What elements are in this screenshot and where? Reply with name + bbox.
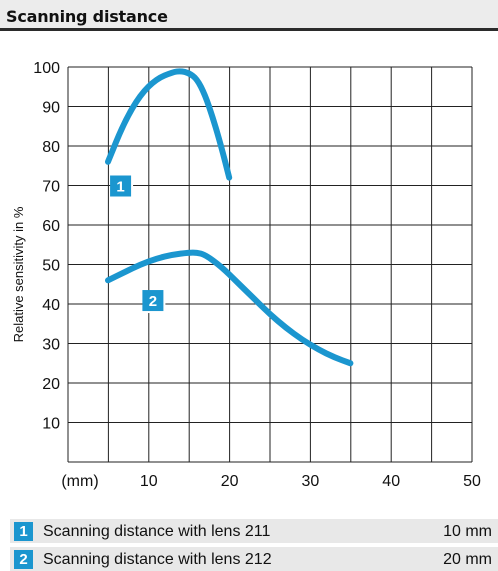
- y-tick-label: 60: [42, 218, 60, 235]
- curve-label-box: [110, 175, 132, 197]
- sensitivity-chart: 10 20 30 40 50 60 70 80 90 100 10 20 30 40 50 (mm) Relat…: [11, 60, 481, 490]
- y-tick-label: 40: [42, 297, 60, 314]
- series-line-1: [105, 68, 233, 181]
- legend-row: 2 Scanning distance with lens 212 20 mm: [10, 547, 498, 571]
- legend-text: Scanning distance with lens 211: [43, 523, 271, 540]
- chart-header: Scanning distance: [0, 0, 498, 31]
- y-axis-label: Relative sensitivity in %: [11, 206, 26, 342]
- x-tick-label: 30: [302, 473, 320, 490]
- curve-label-2: 2: [149, 293, 157, 310]
- y-tick-label: 90: [42, 100, 60, 117]
- x-tick-label: 40: [382, 473, 400, 490]
- legend-value: 10 mm: [443, 523, 492, 540]
- legend-row: 1 Scanning distance with lens 211 10 mm: [10, 519, 498, 543]
- curve-label-1: 1: [116, 179, 124, 196]
- y-tick-label: 30: [42, 337, 60, 354]
- y-tick-label: 50: [42, 258, 60, 275]
- x-tick-label: 10: [140, 473, 158, 490]
- chart-title: Scanning distance: [6, 7, 168, 26]
- x-tick-label: 20: [221, 473, 239, 490]
- y-tick-label: 20: [42, 376, 60, 393]
- y-tick-label: 100: [33, 60, 60, 77]
- series-line-2: [105, 249, 354, 367]
- x-unit-label: (mm): [61, 473, 98, 490]
- legend-text: Scanning distance with lens 212: [43, 551, 272, 568]
- legend-badge: 1: [14, 522, 33, 541]
- y-tick-label: 80: [42, 139, 60, 156]
- y-tick-label: 10: [42, 416, 60, 433]
- legend-badge: 2: [14, 550, 33, 569]
- x-tick-label: 50: [463, 473, 481, 490]
- y-tick-label: 70: [42, 179, 60, 196]
- legend-value: 20 mm: [443, 551, 492, 568]
- curve-label-box: [142, 290, 164, 312]
